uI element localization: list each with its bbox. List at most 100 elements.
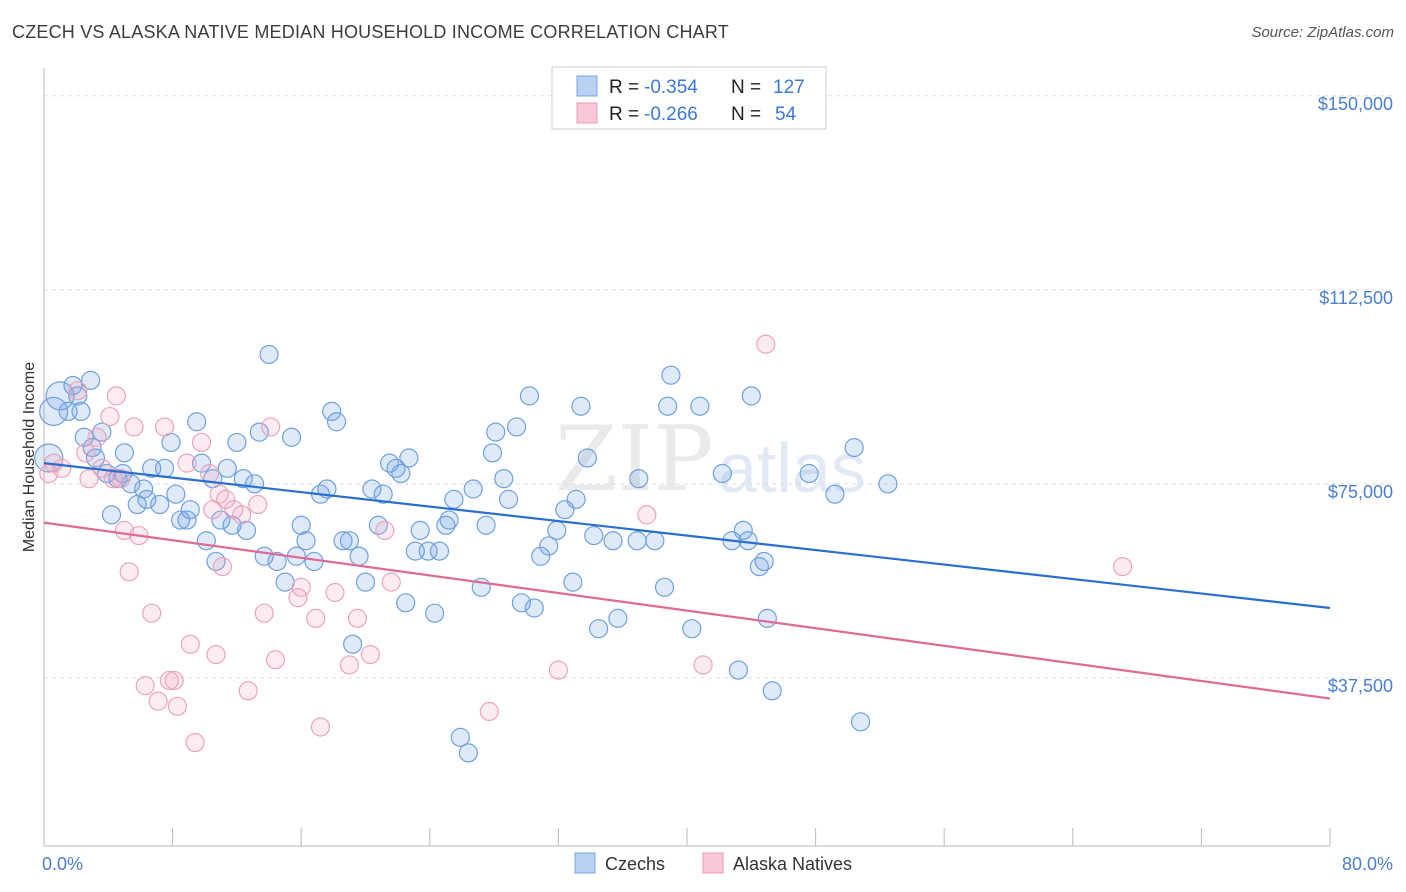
czech-point-53 (322, 401, 342, 422)
czech-point-94 (566, 489, 586, 509)
czech-point-112 (733, 520, 753, 541)
czech-point-56 (339, 531, 360, 551)
czech-point-99 (603, 531, 623, 551)
legend: R = -0.354 N = 127 R = -0.266 N = 54 (551, 66, 827, 130)
alaska-point-49 (381, 572, 401, 592)
czech-point-6 (71, 401, 91, 422)
czech-point-76 (450, 727, 470, 747)
czech-point-98 (588, 619, 609, 639)
czech-point-104 (654, 577, 675, 597)
czech-point-93 (563, 572, 583, 592)
alaska-point-53 (693, 655, 713, 675)
alaska-point-24 (180, 634, 200, 654)
czech-point-45 (275, 572, 295, 592)
czech-point-5 (68, 386, 88, 406)
czech-point-39 (236, 520, 257, 541)
czech-point-55 (333, 531, 353, 551)
czech-point-105 (658, 396, 678, 416)
czech-point-90 (539, 536, 559, 556)
czech-point-17 (121, 474, 141, 494)
czech-point-117 (757, 608, 777, 628)
czech-point-120 (825, 484, 845, 504)
bottom-legend-czechs: Czechs (605, 854, 665, 874)
czech-point-70 (418, 541, 438, 561)
alaska-point-29 (206, 644, 226, 665)
alaska-point-46 (347, 608, 368, 628)
czech-point-16 (114, 443, 134, 463)
alaska-point-34 (232, 505, 252, 525)
czech-trend-line (43, 462, 1331, 610)
alaska-point-41 (291, 577, 311, 597)
alaska-point-45 (339, 655, 360, 675)
czech-point-57 (343, 634, 363, 654)
legend-n-label-1: N = (731, 77, 761, 98)
czech-point-40 (244, 474, 265, 494)
czech-point-8 (81, 370, 101, 390)
czech-point-116 (754, 551, 774, 572)
legend-n-value-1: 127 (773, 77, 805, 98)
y-tick-label-2: $75,000 (1328, 482, 1393, 502)
trend-lines (43, 462, 1331, 700)
czech-point-65 (391, 463, 411, 484)
czech-point-34 (211, 510, 231, 530)
legend-r-label-1: R = (609, 77, 639, 98)
czech-point-19 (134, 479, 154, 499)
legend-r-value-1: -0.354 (644, 77, 698, 98)
alaska-point-22 (167, 696, 188, 716)
czech-point-101 (627, 531, 647, 551)
czech-point-62 (373, 484, 393, 504)
czech-point-119 (799, 463, 819, 484)
alaska-point-5 (79, 469, 99, 489)
alaska-point-9 (103, 469, 123, 489)
source-label: Source: ZipAtlas.com (1251, 24, 1394, 41)
czech-point-89 (531, 546, 551, 566)
x-tick-label-left: 0.0% (42, 854, 83, 874)
czech-point-58 (349, 546, 369, 566)
czech-point-123 (878, 474, 898, 494)
alaska-point-10 (106, 386, 126, 406)
alaska-point-27 (199, 463, 220, 484)
alaska-point-50 (479, 701, 499, 722)
alaska-point-31 (212, 557, 233, 577)
czech-point-23 (154, 458, 175, 478)
czech-point-102 (629, 469, 649, 489)
alaska-point-6 (87, 427, 107, 447)
alaska-trend-line (43, 521, 1331, 700)
x-ticks (43, 828, 1331, 846)
czech-point-108 (690, 396, 710, 416)
alaska-point-13 (119, 562, 139, 582)
czech-point-81 (482, 443, 503, 463)
czech-point-121 (844, 438, 864, 458)
czech-point-82 (486, 422, 506, 442)
alaska-point-3 (68, 381, 88, 401)
bottom-legend: Czechs Alaska Natives (574, 852, 852, 874)
bottom-legend-swatch-alaska (702, 852, 724, 874)
czech-point-85 (507, 417, 527, 437)
czech-point-10 (85, 448, 106, 468)
czech-point-60 (362, 479, 382, 499)
bottom-legend-alaska: Alaska Natives (733, 854, 852, 874)
czech-point-13 (101, 505, 122, 525)
czech-point-67 (399, 448, 419, 468)
czech-point-84 (498, 489, 519, 509)
alaska-point-8 (100, 406, 120, 427)
watermark-zip: ZIP (555, 407, 714, 512)
legend-r-value-2: -0.266 (644, 104, 698, 125)
czech-point-86 (511, 593, 532, 613)
alaska-point-43 (310, 717, 331, 737)
legend-swatch-czechs (576, 75, 598, 97)
alaska-point-39 (265, 650, 286, 670)
alaska-point-11 (111, 469, 131, 489)
alaska-point-55 (1113, 557, 1133, 577)
x-tick-label-right: 80.0% (1342, 854, 1393, 874)
czech-point-1 (39, 396, 69, 427)
y-tick-label-3: $37,500 (1328, 676, 1393, 696)
legend-r-label-2: R = (609, 104, 639, 125)
watermark-atlas: atlas (718, 429, 866, 507)
y-tick-label-1: $112,500 (1319, 288, 1393, 308)
czech-point-114 (741, 386, 761, 406)
czech-point-95 (571, 396, 591, 416)
czech-point-59 (355, 572, 376, 592)
alaska-point-47 (360, 644, 380, 665)
data-points (34, 334, 1133, 763)
